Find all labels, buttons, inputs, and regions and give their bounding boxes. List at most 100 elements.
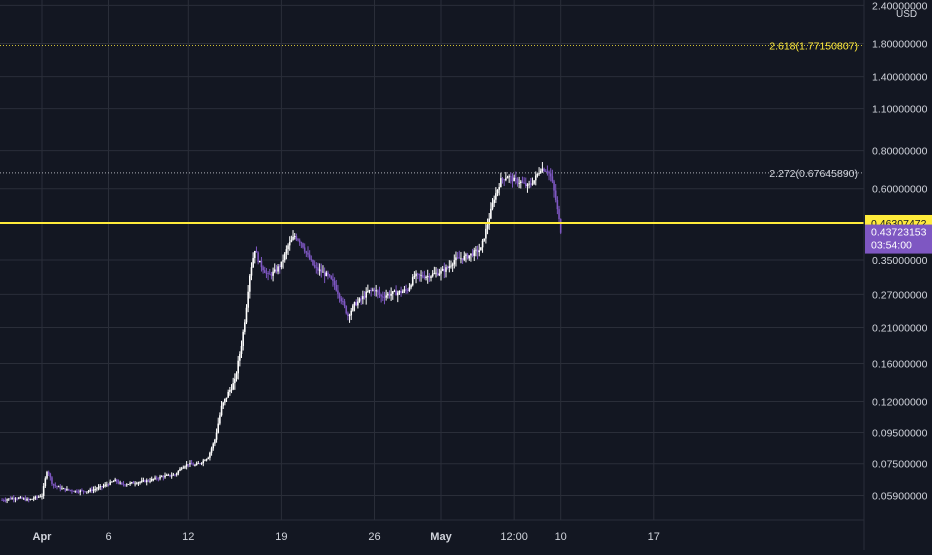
candle-body	[36, 496, 38, 498]
candle-body	[539, 170, 542, 173]
candle-body	[229, 390, 231, 392]
time-axis[interactable]: Apr 6 12 19 26 May 12:00 10 17	[33, 531, 660, 543]
candle-body	[170, 475, 173, 477]
candle-body	[554, 190, 557, 201]
candle-body	[172, 474, 175, 476]
y-tick-label: 0.05900000	[872, 490, 928, 502]
candle-body	[89, 489, 92, 492]
candle-body	[9, 498, 12, 500]
candle-body	[416, 273, 419, 275]
candle-body	[300, 242, 303, 244]
candle-body	[450, 265, 452, 267]
candle-body	[230, 389, 233, 391]
candle-body	[29, 499, 32, 500]
candle-body	[305, 251, 308, 253]
candle-body	[526, 184, 529, 187]
candle-body	[56, 485, 58, 487]
candle-body	[320, 269, 323, 273]
candle-body	[486, 224, 489, 229]
candle-body	[503, 179, 505, 181]
candle-body	[239, 353, 241, 361]
candle-body	[396, 292, 399, 296]
candle-body	[308, 254, 311, 260]
candle-body	[398, 290, 401, 293]
candle-body	[12, 498, 15, 500]
candle-body	[501, 178, 504, 180]
candle-body	[383, 297, 386, 299]
x-tick-label: 19	[275, 531, 287, 543]
candle-body	[14, 498, 17, 500]
candle-body	[352, 305, 354, 311]
candle-body	[169, 474, 171, 477]
candle-body	[107, 484, 110, 486]
candle-body	[214, 439, 216, 444]
candle-body	[268, 273, 271, 275]
candle-body	[350, 310, 353, 316]
candle-body	[426, 275, 429, 277]
candle-body	[74, 490, 77, 492]
candle-body	[11, 498, 13, 500]
candle-body	[157, 478, 160, 480]
candle-body	[144, 480, 146, 483]
y-tick-label: 0.35000000	[872, 255, 928, 267]
candle-body	[327, 272, 329, 275]
candle-body	[440, 270, 442, 274]
candle-body	[273, 269, 276, 272]
candle-body	[418, 273, 421, 276]
candle-body	[312, 259, 314, 265]
candle-body	[391, 291, 394, 294]
candle-body	[461, 258, 464, 260]
candle-body	[322, 271, 324, 273]
candle-body	[534, 175, 537, 181]
candle-body	[235, 373, 238, 379]
candle-body	[122, 483, 125, 485]
candle-body	[387, 293, 389, 296]
candle-body	[232, 383, 234, 390]
candle-body	[282, 260, 284, 262]
candle-body	[367, 291, 369, 292]
candle-body	[285, 249, 288, 254]
candle-body	[72, 491, 75, 492]
candle-body	[6, 499, 8, 501]
current-price-badge	[865, 224, 932, 254]
candle-body	[546, 171, 549, 173]
candle-body	[475, 249, 477, 251]
price-axis[interactable]: 2.40000000 1.80000000 1.40000000 1.10000000…	[865, 0, 932, 502]
candle-body	[553, 181, 555, 191]
candle-body	[372, 289, 374, 291]
candle-body	[247, 291, 249, 308]
candle-body	[485, 228, 487, 239]
candle-body	[523, 182, 525, 184]
candle-body	[423, 276, 426, 279]
candle-body	[129, 482, 131, 485]
candle-body	[551, 176, 554, 182]
candle-body	[263, 270, 266, 273]
candle-body	[162, 476, 165, 478]
candle-body	[436, 272, 439, 276]
candle-body	[510, 176, 512, 178]
candle-body	[323, 271, 326, 276]
candle-body	[506, 177, 509, 179]
candle-body	[112, 481, 115, 483]
candle-body	[99, 486, 101, 488]
candle-body	[86, 491, 88, 493]
candle-body	[174, 474, 176, 476]
candle-body	[325, 272, 328, 276]
candle-body	[328, 274, 331, 277]
current-price-label: 0.43723153	[871, 227, 927, 239]
candle-body	[435, 272, 437, 274]
x-tick-label: 12:00	[500, 531, 528, 543]
candle-body	[317, 267, 319, 271]
candle-body	[556, 200, 559, 210]
candle-body	[292, 236, 294, 240]
candle-body	[272, 271, 274, 276]
candle-body	[82, 490, 85, 492]
candle-body	[21, 497, 23, 499]
candle-body	[513, 177, 515, 182]
candle-body	[224, 398, 226, 403]
y-tick-label: 0.07500000	[872, 459, 928, 471]
candle-body	[130, 482, 133, 483]
candle-body	[338, 293, 341, 299]
